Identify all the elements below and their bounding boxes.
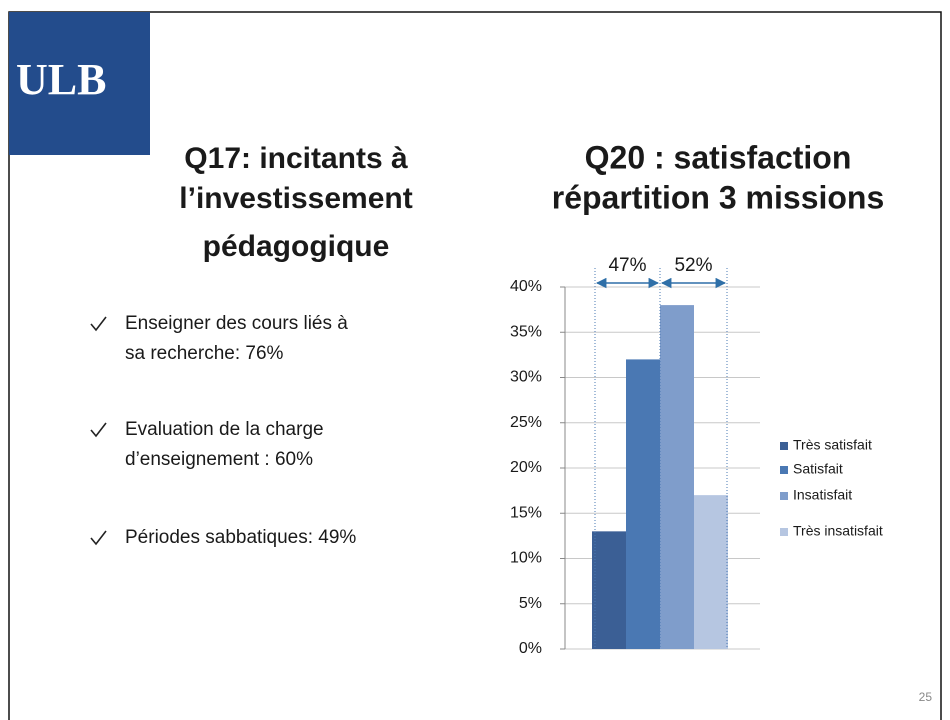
legend-label: Très satisfait <box>793 437 872 453</box>
y-tick-label: 20% <box>510 459 542 476</box>
annotation: 47% <box>608 255 646 276</box>
bullet-text: Enseigner des cours liés à <box>125 313 348 334</box>
y-tick-label: 35% <box>510 323 542 340</box>
annotation: 52% <box>674 255 712 276</box>
legend-swatch <box>780 466 788 474</box>
check-icon <box>90 422 107 438</box>
legend-swatch <box>780 492 788 500</box>
bullet-text: Périodes sabbatiques: 49% <box>125 527 356 548</box>
chart-title: Q20 : satisfaction <box>585 139 852 175</box>
legend-swatch <box>780 442 788 450</box>
bar <box>592 531 626 649</box>
slide-border <box>8 11 942 720</box>
y-tick-label: 30% <box>510 369 542 386</box>
y-tick-label: 25% <box>510 414 542 431</box>
y-tick-label: 5% <box>519 595 542 612</box>
bullet-text: sa recherche: 76% <box>125 343 284 364</box>
y-tick-label: 40% <box>510 278 542 295</box>
bullet-text: d’enseignement : 60% <box>125 449 313 470</box>
bar <box>660 305 694 649</box>
legend-label: Très insatisfait <box>793 523 883 539</box>
y-tick-label: 0% <box>519 640 542 657</box>
legend-label: Insatisfait <box>793 487 852 503</box>
left-title: l’investissement <box>179 182 412 215</box>
chart-title: répartition 3 missions <box>552 179 885 215</box>
legend-label: Satisfait <box>793 461 843 477</box>
page-number: 25 <box>919 690 933 704</box>
y-tick-label: 15% <box>510 504 542 521</box>
check-icon <box>90 530 107 546</box>
left-title: Q17: incitants à <box>184 142 408 175</box>
logo-box <box>9 12 150 155</box>
logo: ULB <box>16 55 106 104</box>
y-tick-label: 10% <box>510 550 542 567</box>
bullet-text: Evaluation de la charge <box>125 419 324 440</box>
bar <box>626 359 660 649</box>
bar <box>694 495 728 649</box>
legend-swatch <box>780 528 788 536</box>
left-title: pédagogique <box>203 230 390 263</box>
check-icon <box>90 316 107 332</box>
